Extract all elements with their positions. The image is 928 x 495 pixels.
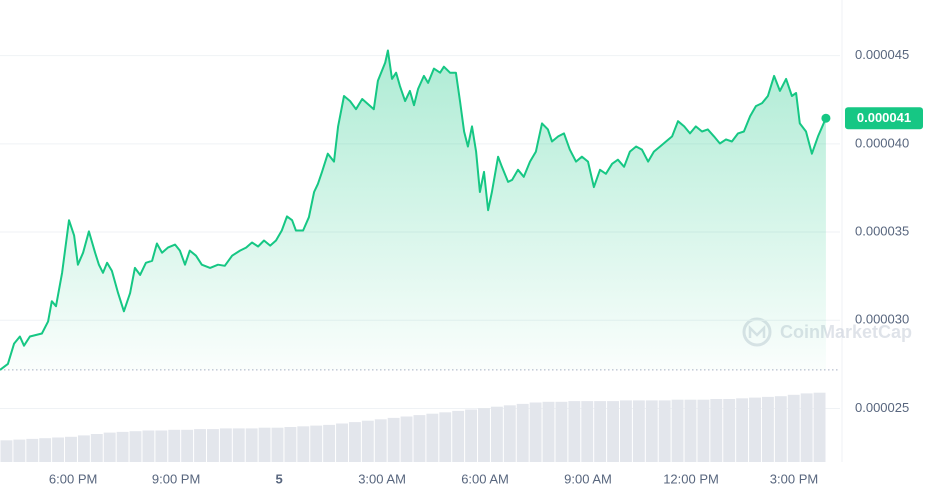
volume-bar [761,396,774,462]
volume-bar [13,439,26,462]
volume-bar [503,405,516,462]
x-tick-label: 3:00 AM [358,471,406,486]
last-point [821,113,831,123]
volume-bar [336,423,348,462]
volume-bar [103,432,116,462]
volume-bar [684,399,697,462]
volume-bar [413,415,426,462]
volume-bar [297,426,310,462]
x-tick-label: 6:00 AM [461,471,509,486]
volume-bar [168,429,181,462]
volume-bar [658,400,671,462]
volume-bar [800,393,813,462]
volume-bar [219,428,232,462]
volume-bar [671,399,684,462]
volume-bar [620,400,632,462]
volume-bar [439,412,452,462]
x-tick-label: 5 [275,471,282,486]
volume-bar [710,399,723,462]
volume-bar [387,417,400,462]
volume-bar [426,413,439,462]
volume-bar [736,398,749,462]
volume-bar [65,436,77,462]
volume-bar [310,425,323,462]
price-line [0,49,827,371]
volume-bar [568,401,581,462]
volume-bar [632,400,645,462]
volume-bar [490,406,503,462]
volume-bar [26,438,39,462]
price-badge-label: 0.000041 [857,110,911,125]
volume-bar [478,408,490,462]
volume-bar [116,431,129,462]
volume-bar [594,401,607,462]
volume-bar [39,438,52,462]
y-tick-label: 0.000030 [855,312,909,327]
volume-bar [581,401,594,462]
volume-bar [52,437,65,462]
volume-bar [258,427,271,462]
volume-bar [697,399,710,462]
volume-bar [245,428,258,462]
volume-bar [529,402,542,462]
volume-bar [0,440,13,462]
volume-bar [607,401,619,462]
volume-bar [90,434,103,462]
area-fill [0,50,826,370]
volume-bar [542,401,555,462]
volume-bar [787,394,800,462]
volume-bar [374,419,387,462]
volume-bar [142,430,155,462]
volume-bar [194,429,206,462]
y-tick-label: 0.000035 [855,223,909,238]
volume-bar [323,424,336,462]
volume-bar [232,428,245,462]
volume-bar [555,401,568,462]
volume-bar [723,399,736,462]
volume-bar [361,420,374,462]
volume-bar [181,429,194,462]
volume-bar [749,397,761,462]
volume-bar [516,403,529,462]
volume-bar [271,427,284,462]
y-tick-label: 0.000025 [855,400,909,415]
volume-bar [452,410,465,462]
price-badge [845,107,923,130]
y-tick-label: 0.000045 [855,47,909,62]
volume-bar [400,416,413,462]
volume-bar [465,409,478,462]
y-tick-label: 0.000040 [855,135,909,150]
x-tick-label: 9:00 PM [152,471,200,486]
volume-bar [155,430,168,462]
x-tick-label: 3:00 PM [770,471,818,486]
x-tick-label: 12:00 PM [663,471,719,486]
volume-bar [645,400,658,462]
volume-bar [207,429,219,462]
volume-bar [348,422,361,462]
volume-bar [129,431,142,462]
volume-bar [774,396,787,462]
volume-bar [77,435,90,462]
volume-bar [284,427,297,462]
x-tick-label: 9:00 AM [564,471,612,486]
x-tick-label: 6:00 PM [49,471,97,486]
volume-bar [813,392,826,462]
